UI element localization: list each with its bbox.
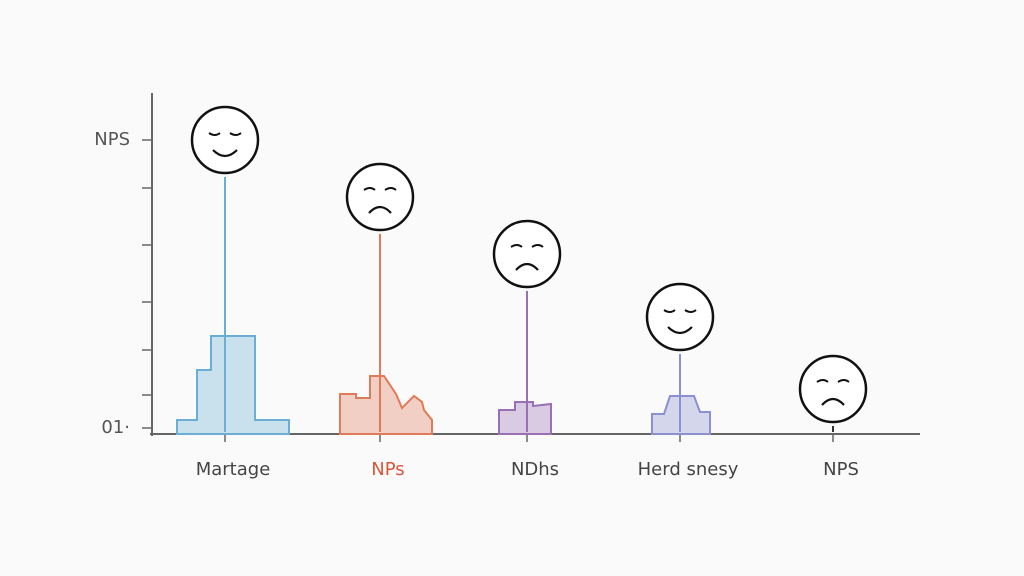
base-shape: [339, 375, 433, 435]
face: [345, 162, 415, 232]
face-mouth: [821, 397, 845, 406]
x-tick-label: NPS: [823, 459, 859, 480]
y-tick-label: 01·: [101, 417, 130, 438]
face: [798, 354, 868, 424]
face-eyes: [363, 187, 397, 191]
face: [492, 219, 562, 289]
face: [645, 282, 715, 352]
y-tick-label: NPS: [94, 129, 130, 150]
x-tick-label: Herd snesy: [638, 459, 739, 480]
face-mouth: [212, 149, 238, 158]
face-mouth: [667, 326, 693, 335]
face-eyes: [816, 379, 850, 383]
x-tick-label: NDhs: [511, 459, 559, 480]
face: [190, 105, 260, 175]
face-eyes: [510, 244, 544, 248]
x-tick-label: Martage: [196, 459, 271, 480]
face-mouth: [515, 262, 539, 271]
base-shape: [498, 401, 552, 435]
face-mouth: [368, 205, 392, 214]
face-eyes: [208, 132, 242, 136]
base-shape: [176, 335, 290, 435]
x-tick-label: NPs: [371, 459, 404, 480]
face-eyes: [663, 309, 697, 313]
